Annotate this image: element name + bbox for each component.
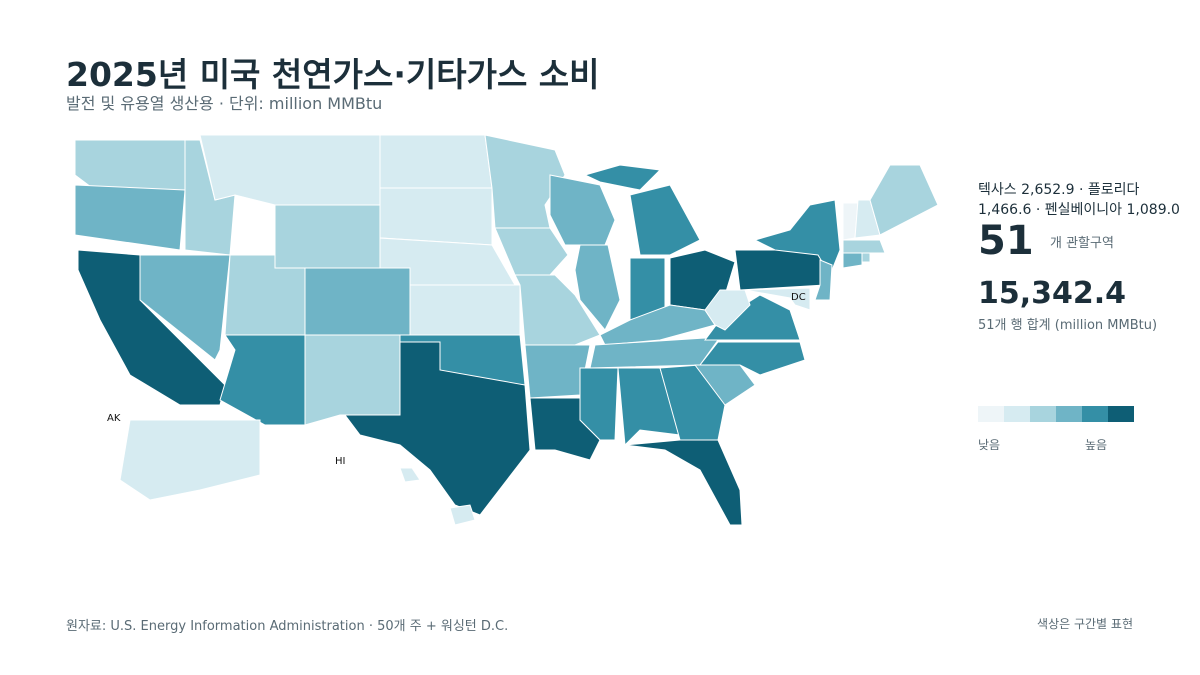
title: 2025년 미국 천연가스·기타가스 소비 [66,55,600,94]
state [344,341,531,516]
state [449,504,476,526]
state [734,249,826,291]
legend-swatch [978,406,1004,422]
state [379,187,493,246]
total-label: 51개 행 합계 (million MMBtu) [978,318,1158,333]
state [617,367,681,447]
state [119,419,261,501]
state [744,287,811,311]
state [219,334,306,426]
legend-swatch [1004,406,1030,422]
legend-swatch [1082,406,1108,422]
legend-high: 높음 [1085,438,1108,452]
state [274,204,381,269]
state [842,239,886,254]
legend-swatch [1108,406,1134,422]
state [629,184,701,256]
top-states: 텍사스 2,652.9 · 플로리다 1,466.6 · 펜실베이니아 1,08… [978,182,1180,218]
map-label: DC [791,292,806,303]
legend-low: 낮음 [978,438,1001,452]
legend-swatch [1030,406,1056,422]
note: 색상은 구간별 표현 [1037,617,1133,631]
state [484,134,566,229]
count-label: 개 관할구역 [1050,236,1114,251]
state [304,267,411,336]
states [74,134,939,526]
state [379,134,493,189]
count: 51 [978,218,1034,264]
state [549,174,616,246]
total: 15,342.4 [978,276,1127,311]
state [698,341,806,376]
legend-swatch [1056,406,1082,422]
state [814,259,833,301]
state [704,289,751,331]
state [579,367,619,441]
state [494,227,569,276]
state [304,334,401,426]
state [139,254,231,361]
state [589,337,719,369]
state [514,274,601,346]
source: 원자료: U.S. Energy Information Administrat… [66,619,509,634]
state [399,467,421,483]
state [574,244,621,331]
state [842,252,863,269]
state [409,284,521,336]
map-label: AK [107,413,121,424]
state [74,184,186,251]
map: AK HI DC [74,134,939,526]
state [624,439,743,526]
state [869,164,939,236]
legend [978,406,1134,422]
subtitle: 발전 및 유용열 생산용 · 단위: million MMBtu [66,94,383,113]
state [583,164,662,191]
map-label: HI [335,456,345,467]
state [861,252,871,263]
state [199,134,381,206]
state [753,199,841,277]
